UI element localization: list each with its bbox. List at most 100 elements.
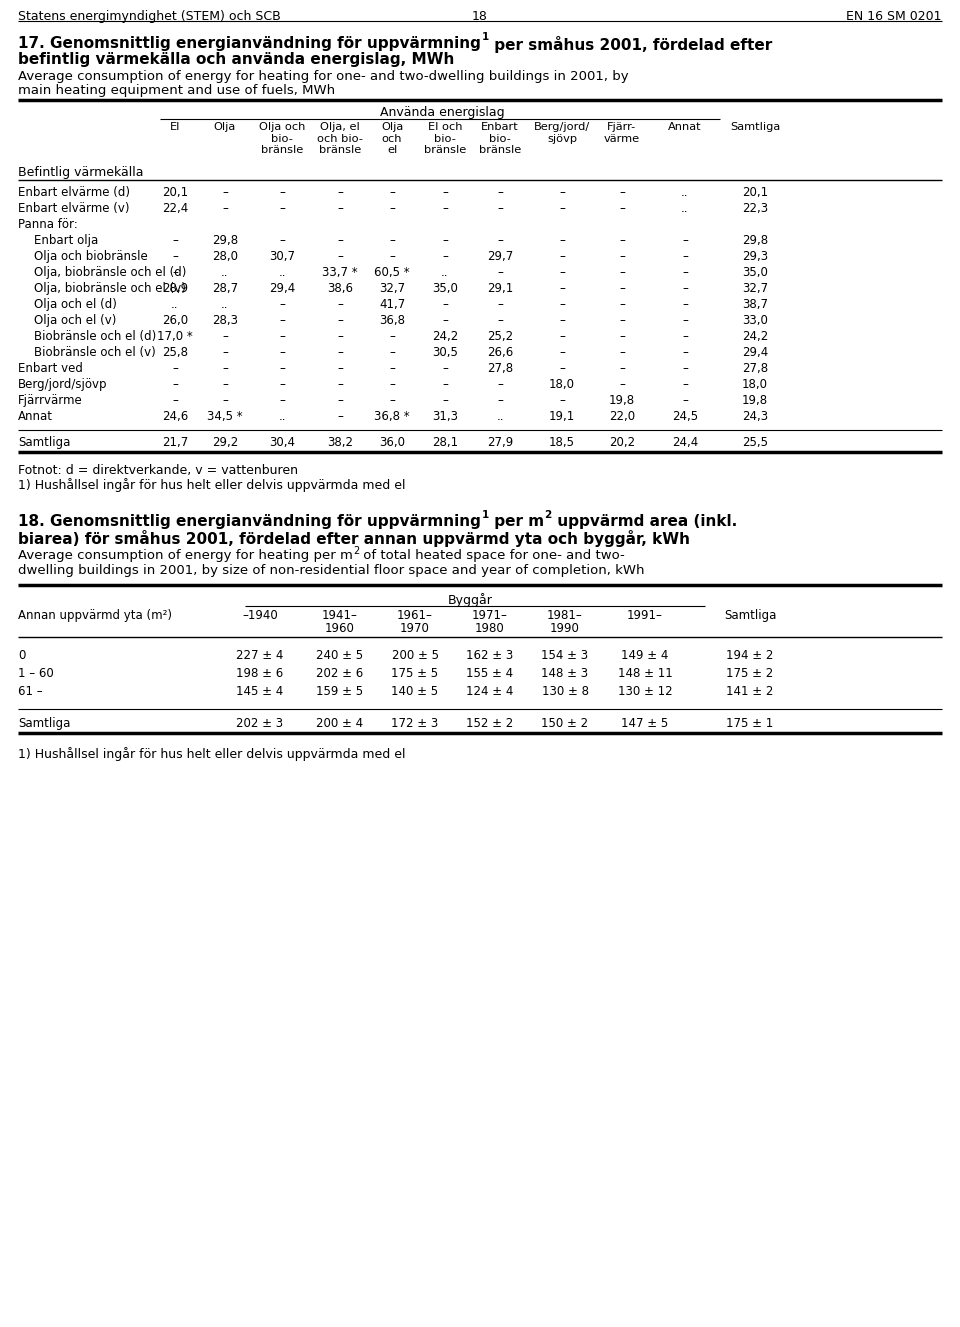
Text: –: – — [619, 314, 625, 326]
Text: –: – — [442, 378, 448, 391]
Text: 2: 2 — [544, 510, 551, 520]
Text: –: – — [279, 362, 285, 376]
Text: –: – — [389, 330, 395, 342]
Text: –: – — [497, 234, 503, 247]
Text: –: – — [497, 314, 503, 326]
Text: Enbart elvärme (v): Enbart elvärme (v) — [18, 202, 130, 215]
Text: 27,8: 27,8 — [487, 362, 513, 376]
Text: –: – — [389, 394, 395, 407]
Text: –: – — [222, 202, 228, 215]
Text: –: – — [682, 299, 688, 311]
Text: uppvärmd area (inkl.: uppvärmd area (inkl. — [551, 514, 736, 529]
Text: per småhus 2001, fördelad efter: per småhus 2001, fördelad efter — [490, 36, 773, 53]
Text: Samtliga: Samtliga — [730, 122, 780, 131]
Text: 154 ± 3: 154 ± 3 — [541, 649, 588, 662]
Text: ..: .. — [171, 299, 179, 311]
Text: 202 ± 6: 202 ± 6 — [317, 667, 364, 679]
Text: ..: .. — [496, 410, 504, 423]
Text: –: – — [559, 202, 564, 215]
Text: –: – — [442, 394, 448, 407]
Text: Befintlig värmekälla: Befintlig värmekälla — [18, 166, 143, 179]
Text: 41,7: 41,7 — [379, 299, 405, 311]
Text: –: – — [497, 265, 503, 279]
Text: 36,8 *: 36,8 * — [374, 410, 410, 423]
Text: –: – — [619, 234, 625, 247]
Text: –: – — [279, 314, 285, 326]
Text: –: – — [222, 346, 228, 360]
Text: –: – — [619, 283, 625, 295]
Text: –: – — [337, 249, 343, 263]
Text: Olja och el (v): Olja och el (v) — [34, 314, 116, 326]
Text: 19,8: 19,8 — [742, 394, 768, 407]
Text: –: – — [222, 378, 228, 391]
Text: Berg/jord/
sjövp: Berg/jord/ sjövp — [534, 122, 590, 143]
Text: Samtliga: Samtliga — [18, 437, 70, 449]
Text: 175 ± 5: 175 ± 5 — [392, 667, 439, 679]
Text: –: – — [559, 234, 564, 247]
Text: 24,4: 24,4 — [672, 437, 698, 449]
Text: ..: .. — [682, 202, 688, 215]
Text: –: – — [337, 186, 343, 199]
Text: –: – — [559, 265, 564, 279]
Text: Fjärr-
värme: Fjärr- värme — [604, 122, 640, 143]
Text: 22,4: 22,4 — [162, 202, 188, 215]
Text: –: – — [279, 186, 285, 199]
Text: 1961–: 1961– — [397, 609, 433, 622]
Text: 24,6: 24,6 — [162, 410, 188, 423]
Text: 38,7: 38,7 — [742, 299, 768, 311]
Text: 172 ± 3: 172 ± 3 — [392, 717, 439, 730]
Text: –: – — [682, 283, 688, 295]
Text: –: – — [442, 186, 448, 199]
Text: 28,1: 28,1 — [432, 437, 458, 449]
Text: 22,0: 22,0 — [609, 410, 636, 423]
Text: –: – — [497, 378, 503, 391]
Text: Biobränsle och el (v): Biobränsle och el (v) — [34, 346, 156, 360]
Text: Olja
och
el: Olja och el — [381, 122, 403, 155]
Text: –: – — [442, 299, 448, 311]
Text: Olja: Olja — [214, 122, 236, 131]
Text: –: – — [619, 186, 625, 199]
Text: –: – — [337, 410, 343, 423]
Text: 18,5: 18,5 — [549, 437, 575, 449]
Text: 159 ± 5: 159 ± 5 — [317, 685, 364, 698]
Text: –: – — [389, 346, 395, 360]
Text: 18. Genomsnittlig energianvändning för uppvärmning: 18. Genomsnittlig energianvändning för u… — [18, 514, 481, 529]
Text: Olja och biobränsle: Olja och biobränsle — [34, 249, 148, 263]
Text: 194 ± 2: 194 ± 2 — [727, 649, 774, 662]
Text: Berg/jord/sjövp: Berg/jord/sjövp — [18, 378, 108, 391]
Text: 1) Hushållsel ingår för hus helt eller delvis uppvärmda med el: 1) Hushållsel ingår för hus helt eller d… — [18, 478, 405, 492]
Text: 17. Genomsnittlig energianvändning för uppvärmning: 17. Genomsnittlig energianvändning för u… — [18, 36, 481, 50]
Text: 145 ± 4: 145 ± 4 — [236, 685, 283, 698]
Text: 25,5: 25,5 — [742, 437, 768, 449]
Text: 149 ± 4: 149 ± 4 — [621, 649, 669, 662]
Text: ..: .. — [278, 265, 286, 279]
Text: Annat: Annat — [18, 410, 53, 423]
Text: –: – — [279, 330, 285, 342]
Text: 2: 2 — [353, 545, 359, 556]
Text: –: – — [497, 394, 503, 407]
Text: –: – — [389, 362, 395, 376]
Text: –: – — [172, 265, 178, 279]
Text: –: – — [442, 249, 448, 263]
Text: 200 ± 5: 200 ± 5 — [392, 649, 439, 662]
Text: –: – — [222, 330, 228, 342]
Text: –: – — [682, 346, 688, 360]
Text: Annat: Annat — [668, 122, 702, 131]
Text: –: – — [497, 186, 503, 199]
Text: befintlig värmekälla och använda energislag, MWh: befintlig värmekälla och använda energis… — [18, 52, 454, 66]
Text: 18: 18 — [472, 11, 488, 23]
Text: 24,3: 24,3 — [742, 410, 768, 423]
Text: 21,7: 21,7 — [162, 437, 188, 449]
Text: 28,7: 28,7 — [212, 283, 238, 295]
Text: ..: .. — [278, 410, 286, 423]
Text: –: – — [559, 330, 564, 342]
Text: –: – — [222, 394, 228, 407]
Text: 19,8: 19,8 — [609, 394, 636, 407]
Text: –: – — [619, 362, 625, 376]
Text: –: – — [442, 314, 448, 326]
Text: 29,8: 29,8 — [742, 234, 768, 247]
Text: 26,0: 26,0 — [162, 314, 188, 326]
Text: –: – — [389, 378, 395, 391]
Text: Olja, biobränsle och el (v): Olja, biobränsle och el (v) — [34, 283, 186, 295]
Text: –: – — [279, 299, 285, 311]
